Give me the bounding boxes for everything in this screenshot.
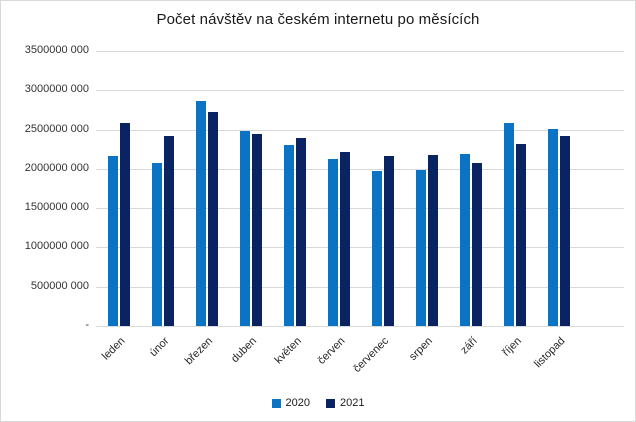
x-tick-label-únor: únor <box>147 335 172 360</box>
x-tick-label-říjen: říjen <box>499 335 524 359</box>
legend-label: 2020 <box>285 397 310 409</box>
gridline <box>96 247 624 249</box>
gridline <box>96 286 624 288</box>
bar-2020-srpen[interactable] <box>416 169 426 326</box>
legend-item-2020[interactable]: 2020 <box>271 397 310 409</box>
bar-2020-červen[interactable] <box>328 159 338 326</box>
bar-2021-duben[interactable] <box>252 133 263 326</box>
y-tick-label: 500000 000 <box>30 279 89 292</box>
x-tick-label-leden: leden <box>99 335 128 363</box>
bar-2021-červen[interactable] <box>340 151 351 326</box>
bar-2021-květen[interactable] <box>296 138 307 326</box>
bar-2021-srpen[interactable] <box>428 154 439 326</box>
legend-swatch-icon <box>326 398 335 408</box>
x-tick-label-srpen: srpen <box>407 335 436 363</box>
bar-2021-říjen[interactable] <box>516 143 527 326</box>
bar-2020-duben[interactable] <box>240 131 250 326</box>
x-tick-label-květen: květen <box>272 335 304 367</box>
gridline <box>96 168 624 170</box>
bar-2020-leden[interactable] <box>108 155 118 326</box>
bar-2021-únor[interactable] <box>164 135 175 326</box>
legend: 2020 2021 <box>1 397 635 409</box>
x-tick-label-duben: duben <box>229 335 260 366</box>
y-tick-label: 2500000 000 <box>24 122 89 135</box>
gridline <box>96 90 624 92</box>
x-tick-label-listopad: listopad <box>532 335 568 371</box>
gridline <box>96 129 624 131</box>
bar-2021-leden[interactable] <box>120 122 131 326</box>
x-tick-label-červen: červen <box>315 335 348 367</box>
bar-2021-březen[interactable] <box>208 111 219 326</box>
gridline <box>96 326 624 327</box>
y-tick-label: - <box>85 319 89 331</box>
chart-title: Počet návštěv na českém internetu po měs… <box>156 11 480 28</box>
bar-2020-květen[interactable] <box>284 144 294 326</box>
bar-2020-říjen[interactable] <box>504 123 514 326</box>
x-tick-label-září: září <box>458 335 480 357</box>
y-tick-label: 1000000 000 <box>24 240 89 253</box>
bar-2020-listopad[interactable] <box>548 128 558 326</box>
gridline <box>96 51 624 52</box>
bar-2021-září[interactable] <box>472 162 483 326</box>
y-tick-label: 1500000 000 <box>24 201 89 214</box>
x-tick-label-červenec: červenec <box>351 335 392 376</box>
legend-item-2021[interactable]: 2021 <box>326 397 364 409</box>
bar-2020-únor[interactable] <box>152 162 162 326</box>
bar-2020-březen[interactable] <box>196 101 206 326</box>
bar-2021-listopad[interactable] <box>560 135 571 326</box>
bar-2020-září[interactable] <box>460 153 470 326</box>
x-tick-label-březen: březen <box>183 335 216 368</box>
bar-2020-červenec[interactable] <box>372 171 382 326</box>
gridline <box>96 208 624 210</box>
y-tick-label: 3500000 000 <box>24 44 89 56</box>
legend-label: 2021 <box>340 397 365 409</box>
y-tick-label: 2000000 000 <box>24 161 89 174</box>
y-tick-label: 3000000 000 <box>24 83 89 96</box>
legend-swatch-icon <box>271 398 281 408</box>
bar-2021-červenec[interactable] <box>384 155 395 326</box>
